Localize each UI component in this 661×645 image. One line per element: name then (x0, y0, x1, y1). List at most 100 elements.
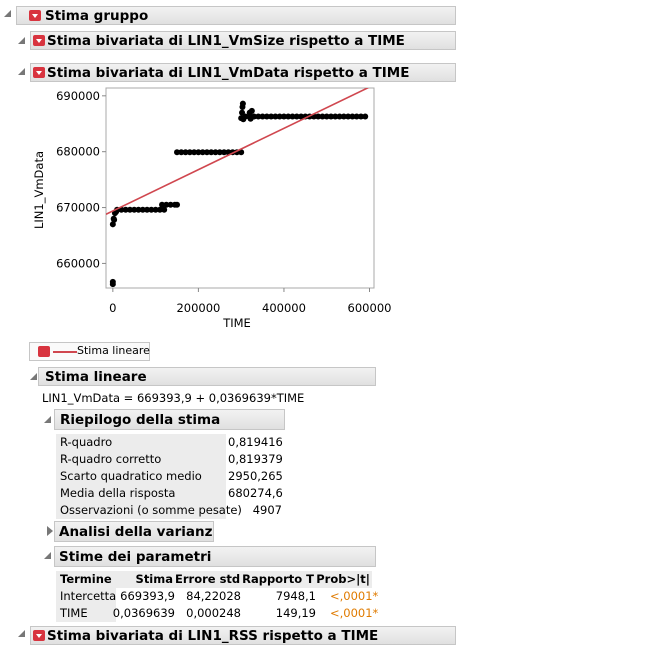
point (315, 113, 322, 120)
header-title: Riepilogo della stima (60, 412, 221, 428)
summary-label: Osservazioni (o somme pesate) (56, 502, 242, 519)
point (167, 201, 174, 208)
header-title: Stima bivariata di LIN1_VmData rispetto … (47, 65, 410, 81)
point (144, 206, 151, 213)
point (362, 113, 369, 120)
summary-label: R-quadro corretto (56, 451, 226, 468)
point (268, 113, 275, 120)
group-header[interactable]: Stima gruppo (16, 6, 456, 25)
chart: LIN1_VmData TIME 660000 670000 680000 69000… (32, 87, 392, 330)
outline-toggle[interactable] (30, 373, 37, 380)
point (259, 113, 266, 120)
point (186, 149, 193, 156)
x-axis-label: TIME (222, 316, 251, 330)
summary-header[interactable]: Riepilogo della stima (54, 409, 285, 430)
section-header[interactable]: Stima bivariata di LIN1_RSS rispetto a T… (30, 626, 456, 645)
outline-toggle[interactable] (4, 10, 11, 17)
point (353, 113, 360, 120)
point (349, 113, 356, 120)
point (131, 206, 138, 213)
parameter-cell: 669393,9 (120, 589, 175, 603)
section-header[interactable]: Stima bivariata di LIN1_VmData rispetto … (30, 63, 456, 82)
column-header: Termine (56, 571, 116, 588)
summary-value: 680274,6 (228, 486, 283, 500)
point (148, 206, 155, 213)
legend-menu[interactable] (38, 346, 50, 357)
point (289, 113, 296, 120)
parameter-cell: 84,22028 (186, 589, 241, 603)
y-axis-label: LIN1_VmData (32, 151, 46, 229)
point (332, 113, 339, 120)
parameter-cell: TIME (56, 605, 116, 622)
point (212, 149, 219, 156)
point (195, 149, 202, 156)
summary-value: 2950,265 (228, 469, 283, 483)
point (216, 149, 223, 156)
header-title: Stima lineare (45, 369, 147, 385)
point (203, 149, 210, 156)
legend-line (53, 351, 77, 353)
header-title: Stima bivariata di LIN1_RSS rispetto a T… (47, 628, 379, 644)
y-tick-label: 690000 (56, 89, 100, 103)
point (152, 206, 159, 213)
x-tick-label: 400000 (262, 301, 306, 315)
parameters-header[interactable]: Stime dei parametri (54, 546, 376, 567)
point (156, 206, 163, 213)
outline-toggle[interactable] (44, 416, 51, 423)
point (221, 149, 228, 156)
summary-value: 0,819416 (228, 435, 283, 449)
point (272, 113, 279, 120)
point (174, 201, 181, 208)
legend: Stima lineare (29, 342, 150, 361)
header-title: Stime dei parametri (59, 549, 212, 565)
y-tick-label: 680000 (56, 145, 100, 159)
point (328, 113, 335, 120)
point (238, 149, 245, 156)
parameter-cell: 7948,1 (275, 589, 316, 603)
header-title: Stima bivariata di LIN1_VmSize rispetto … (47, 33, 405, 49)
fit-line (106, 88, 370, 215)
point (357, 113, 364, 120)
column-header: Prob>|t| (316, 571, 372, 588)
outline-toggle[interactable] (18, 630, 25, 637)
point (239, 100, 246, 107)
point (199, 149, 206, 156)
point (159, 201, 166, 208)
header-title: Analisi della varianza (59, 524, 214, 540)
outline-toggle[interactable] (44, 552, 51, 559)
y-tick-label: 660000 (56, 256, 100, 270)
point (248, 107, 255, 114)
point (293, 113, 300, 120)
parameter-cell: 149,19 (275, 606, 316, 620)
point (285, 113, 292, 120)
point (345, 113, 352, 120)
column-header: Stima (116, 571, 175, 588)
point (208, 149, 215, 156)
section-header[interactable]: Stima bivariata di LIN1_VmSize rispetto … (30, 31, 456, 50)
point (135, 206, 142, 213)
outline-toggle[interactable] (47, 526, 53, 536)
point (323, 113, 330, 120)
point (247, 115, 254, 122)
point (255, 113, 262, 120)
outline-toggle[interactable] (18, 37, 25, 44)
header-title: Stima gruppo (45, 8, 149, 24)
summary-value: 0,819379 (228, 452, 283, 466)
anova-header[interactable]: Analisi della varianza (54, 521, 214, 542)
summary-label: Scarto quadratico medio (56, 468, 226, 485)
point (161, 206, 168, 213)
plot-frame (105, 87, 375, 289)
point (191, 149, 198, 156)
x-tick-label: 600000 (348, 301, 392, 315)
y-tick-label: 670000 (56, 201, 100, 215)
point (319, 113, 326, 120)
point (276, 113, 283, 120)
fit-header[interactable]: Stima lineare (38, 367, 376, 386)
summary-label: Media della risposta (56, 485, 226, 502)
point (163, 201, 170, 208)
point (182, 149, 189, 156)
point (178, 149, 185, 156)
point (298, 113, 305, 120)
outline-toggle[interactable] (18, 68, 25, 75)
